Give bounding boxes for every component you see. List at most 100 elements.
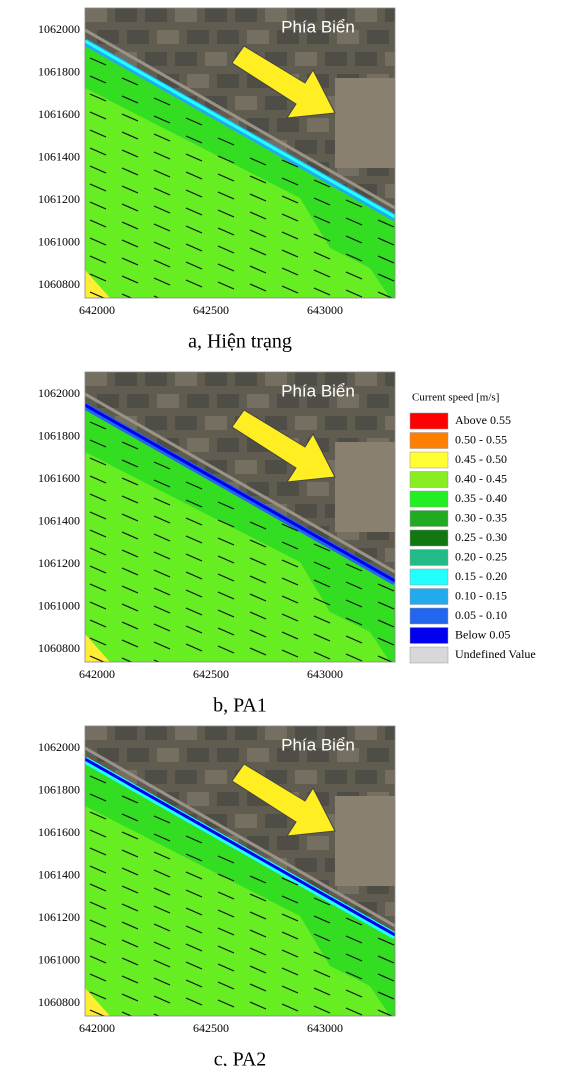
field [307, 836, 329, 850]
field [355, 770, 377, 784]
field [145, 8, 167, 22]
figure: Current speed [m/s] Phía Biển10620001061… [0, 0, 566, 1066]
field [175, 726, 197, 740]
field [217, 792, 239, 806]
field [205, 814, 227, 828]
field [397, 880, 419, 894]
field [145, 770, 167, 784]
field [335, 442, 395, 532]
legend-swatch [410, 511, 448, 527]
field [385, 184, 407, 198]
y-tick-label: 1061000 [38, 234, 80, 248]
field [85, 372, 107, 386]
y-tick-label: 1061400 [38, 867, 80, 881]
field [277, 482, 299, 496]
flow-arrow [378, 674, 394, 681]
field [367, 30, 389, 44]
y-tick-label: 1061200 [38, 556, 80, 570]
field [205, 96, 227, 110]
field [187, 30, 209, 44]
field [385, 52, 407, 66]
flow-arrow [346, 308, 362, 315]
map [85, 372, 419, 681]
field [295, 770, 317, 784]
y-tick-label: 1061000 [38, 952, 80, 966]
field [175, 52, 197, 66]
field [247, 394, 269, 408]
field [127, 30, 149, 44]
y-tick-label: 1061000 [38, 598, 80, 612]
field [187, 748, 209, 762]
legend-label: 0.10 - 0.15 [455, 588, 507, 602]
field [115, 372, 137, 386]
field [385, 8, 407, 22]
field [385, 726, 407, 740]
field [187, 792, 209, 806]
legend-label: 0.25 - 0.30 [455, 530, 507, 544]
field [385, 902, 407, 916]
y-tick-label: 1061400 [38, 513, 80, 527]
field [145, 52, 167, 66]
legend-label: 0.45 - 0.50 [455, 452, 507, 466]
field [397, 162, 419, 176]
field [217, 74, 239, 88]
legend-label: 0.05 - 0.10 [455, 608, 507, 622]
field [145, 372, 167, 386]
field [205, 726, 227, 740]
y-tick-label: 1061200 [38, 910, 80, 924]
panel-caption: a, Hiện trạng [188, 331, 292, 353]
flow-arrow [346, 1026, 362, 1033]
legend-label: 0.40 - 0.45 [455, 471, 507, 485]
map-label: Phía Biển [281, 735, 355, 754]
flow-arrow [282, 1022, 298, 1029]
y-tick-label: 1061600 [38, 825, 80, 839]
field [205, 8, 227, 22]
field [335, 796, 395, 886]
field [175, 770, 197, 784]
field [235, 814, 257, 828]
legend-swatch [410, 491, 448, 507]
map [85, 8, 419, 317]
legend-swatch [410, 452, 448, 468]
field [217, 748, 239, 762]
field [367, 748, 389, 762]
y-tick-label: 1061400 [38, 149, 80, 163]
y-tick-label: 1060800 [38, 641, 80, 655]
field [127, 394, 149, 408]
y-tick-label: 1061600 [38, 107, 80, 121]
map-label: Phía Biển [281, 381, 355, 400]
legend-label: 0.30 - 0.35 [455, 510, 507, 524]
legend-swatch [410, 433, 448, 449]
field [145, 416, 167, 430]
field [265, 96, 287, 110]
x-tick-label: 642000 [79, 1021, 115, 1035]
field [205, 372, 227, 386]
field [355, 726, 377, 740]
flow-arrow [250, 302, 266, 309]
field [85, 8, 107, 22]
legend-swatch [410, 589, 448, 605]
y-tick-label: 1061800 [38, 64, 80, 78]
field [355, 52, 377, 66]
field [247, 30, 269, 44]
flow-arrow [282, 304, 298, 311]
field [235, 460, 257, 474]
field [397, 30, 419, 44]
field [115, 8, 137, 22]
field [397, 748, 419, 762]
y-tick-label: 1061600 [38, 471, 80, 485]
field [325, 770, 347, 784]
field [157, 30, 179, 44]
field [307, 118, 329, 132]
field [205, 416, 227, 430]
field [187, 438, 209, 452]
field [217, 30, 239, 44]
field [385, 770, 407, 784]
legend-label: Undefined Value [455, 647, 536, 661]
legend-swatch [410, 569, 448, 585]
legend-swatch [410, 647, 448, 663]
field [235, 726, 257, 740]
field [355, 372, 377, 386]
panel-caption: b, PA1 [213, 695, 267, 717]
y-tick-label: 1061800 [38, 428, 80, 442]
